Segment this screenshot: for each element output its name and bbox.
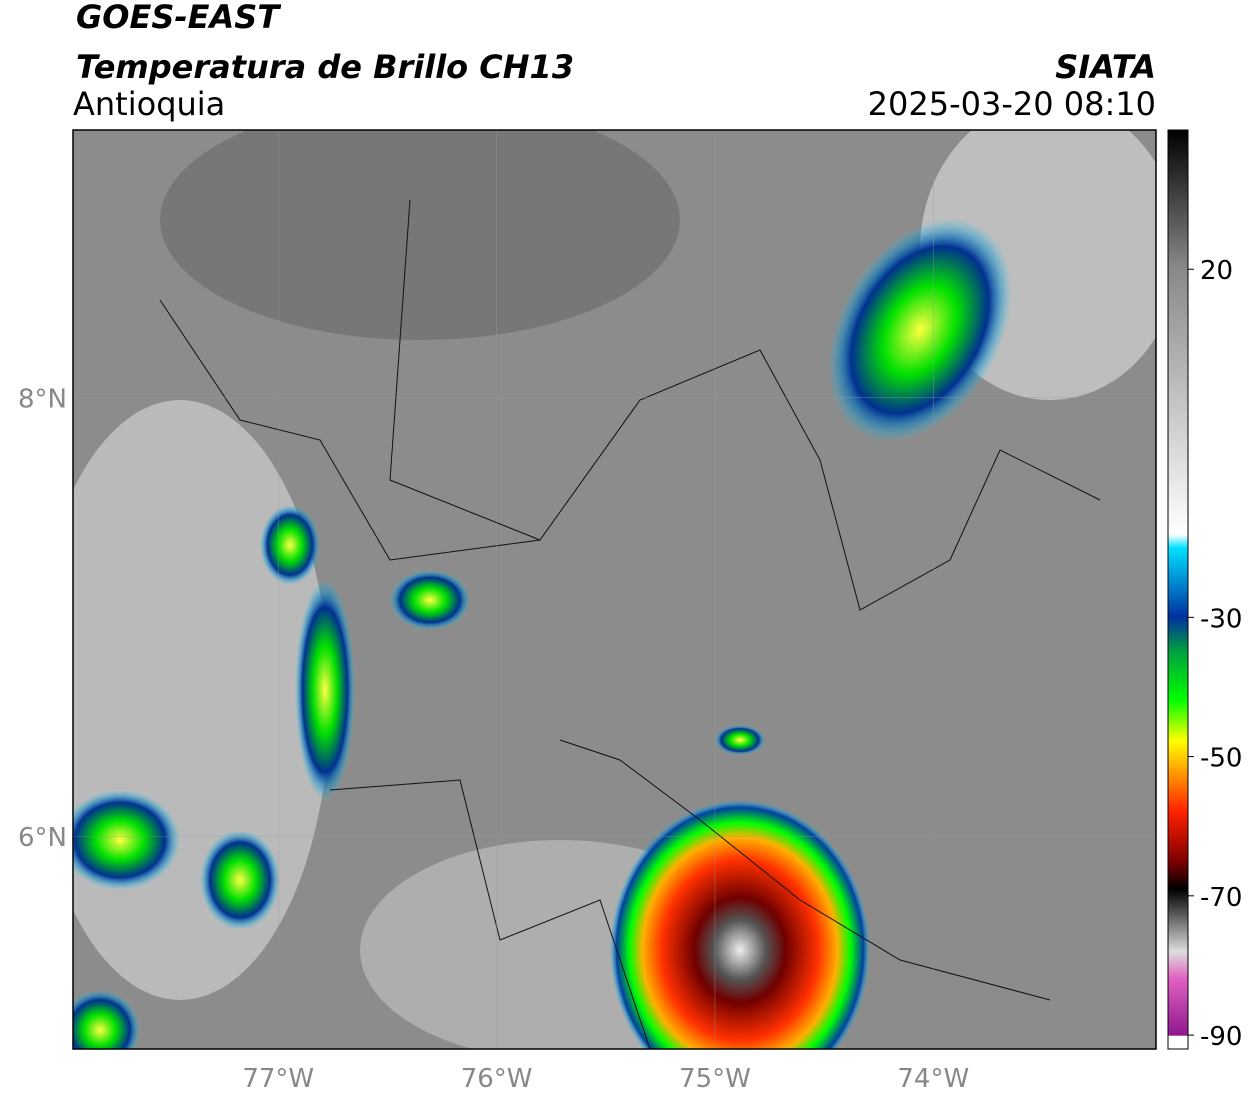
x-tick-label: 76°W [461, 1064, 533, 1094]
x-tick-label: 75°W [679, 1064, 751, 1094]
colorbar-tick-label: 20 [1200, 256, 1233, 286]
region: Antioquia [73, 85, 225, 123]
colorbar-tick-label: -50 [1200, 744, 1242, 774]
colorbar [1167, 129, 1189, 1050]
grid [73, 130, 1156, 1049]
y-tick-label: 8°N [18, 385, 67, 415]
colorbar-tick-label: -90 [1200, 1022, 1242, 1052]
x-tick-label: 74°W [897, 1064, 969, 1094]
satellite: GOES-EAST [76, 0, 281, 36]
colorbar-tick-label: -70 [1200, 883, 1242, 913]
datetime: 2025-03-20 08:10 [868, 85, 1156, 123]
satellite-image [73, 130, 1156, 1049]
y-tick-label: 6°N [18, 823, 67, 853]
x-tick-label: 77°W [242, 1064, 314, 1094]
colorbar-tick-label: -30 [1200, 604, 1242, 634]
product: Temperatura de Brillo CH13 [76, 48, 574, 86]
map-frame [72, 129, 1157, 1050]
source: SIATA [1055, 48, 1156, 86]
